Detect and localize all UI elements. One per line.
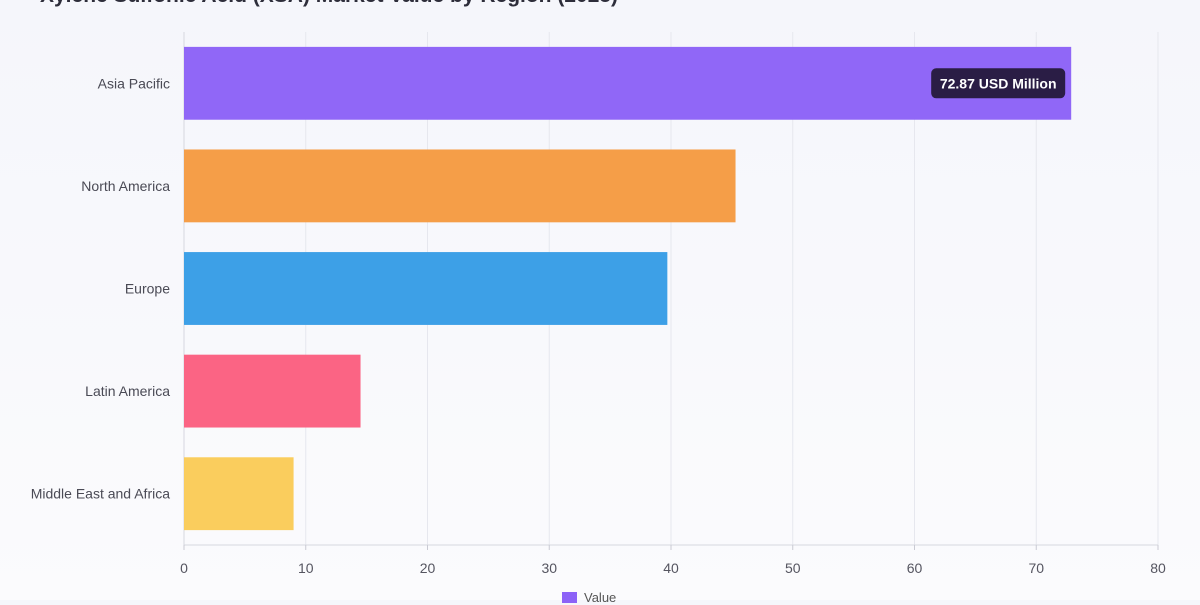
category-label-north-america: North America [81,178,170,194]
tooltip-box [931,68,1066,99]
x-axis-ticks: 0 10 20 30 40 50 60 70 80 [180,545,1166,576]
x-tick-label-4: 40 [663,560,679,576]
x-tick-label-7: 70 [1028,560,1044,576]
x-tick-label-2: 20 [420,560,436,576]
category-label-asia-pacific: Asia Pacific [98,75,170,91]
bars [184,46,1072,531]
legend[interactable]: Value [562,590,616,605]
legend-label: Value [584,590,617,605]
bar-middle-east-and-africa[interactable] [184,457,294,531]
tooltip-text: 72.87 USD Million [940,75,1057,91]
bar-europe[interactable] [184,252,668,325]
category-label-middle-east-and-africa: Middle East and Africa [31,486,171,502]
x-tick-label-5: 50 [785,560,801,576]
category-label-europe: Europe [125,281,170,297]
bar-asia-pacific[interactable] [184,46,1072,120]
x-tick-label-3: 30 [541,560,557,576]
x-tick-label-1: 10 [298,560,314,576]
tooltip: 72.87 USD Million [931,68,1066,99]
legend-swatch [562,592,577,603]
bar-latin-america[interactable] [184,354,361,428]
category-labels: Asia Pacific North America Europe Latin Ame… [31,75,171,501]
bar-north-america[interactable] [184,149,736,223]
x-tick-label-8: 80 [1150,560,1166,576]
x-tick-label-0: 0 [180,560,188,576]
chart-title: Xylene Sulfonic Acid (XSA) Market Value … [40,0,618,8]
x-tick-label-6: 60 [907,560,923,576]
category-label-latin-america: Latin America [85,383,170,399]
